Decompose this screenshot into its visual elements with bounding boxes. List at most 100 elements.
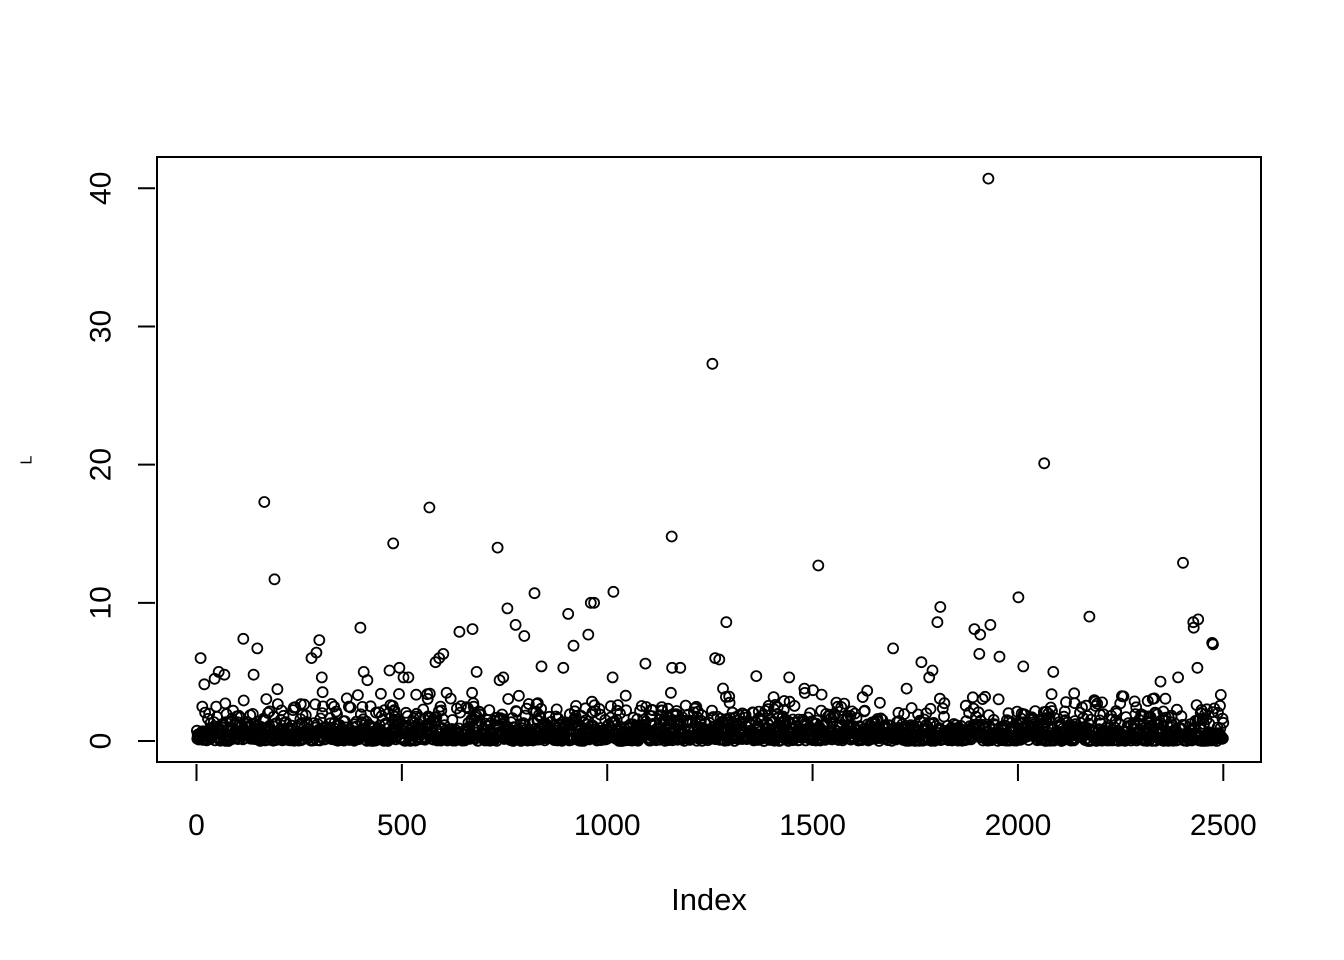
data-point (665, 530, 678, 543)
y-tick-label: 0 (85, 733, 118, 750)
data-point (251, 642, 264, 655)
data-point (584, 596, 597, 609)
data-point (455, 700, 467, 712)
data-point (470, 666, 483, 678)
data-point (788, 700, 801, 712)
data-point (331, 708, 343, 720)
data-point (354, 621, 367, 634)
data-point (931, 616, 944, 629)
data-point (421, 693, 434, 705)
data-point (798, 682, 811, 695)
data-point (1150, 707, 1162, 719)
data-point (861, 684, 874, 697)
data-point (1097, 708, 1110, 721)
data-point (739, 709, 752, 721)
data-point (1172, 671, 1184, 684)
data-point (1177, 556, 1189, 569)
data-point (247, 668, 260, 681)
data-point (905, 702, 918, 714)
data-point (567, 639, 580, 652)
data-point (835, 701, 848, 713)
data-point (582, 628, 595, 641)
data-point (393, 688, 405, 700)
data-point (309, 698, 322, 711)
data-point (665, 686, 677, 699)
data-point (778, 695, 791, 707)
data-point (423, 687, 436, 700)
data-point (351, 689, 364, 701)
data-point (1216, 712, 1229, 725)
data-point (444, 692, 457, 705)
data-point (1217, 732, 1229, 745)
data-point (798, 687, 811, 699)
data-point (298, 698, 311, 711)
data-point (674, 661, 687, 674)
data-point (968, 623, 981, 635)
data-point (593, 703, 606, 715)
x-tick-label: 2000 (985, 809, 1052, 842)
data-point (402, 671, 415, 684)
data-point (435, 704, 448, 717)
data-point (934, 601, 947, 613)
y-tick-label: 40 (85, 172, 118, 205)
y-axis-title: L (18, 455, 35, 464)
data-point (804, 707, 816, 719)
data-point (666, 661, 678, 674)
data-point (212, 666, 225, 678)
data-point (887, 642, 899, 655)
data-point (316, 686, 329, 699)
data-point (1083, 610, 1096, 623)
data-point (397, 671, 410, 684)
data-point (361, 674, 374, 687)
data-point (982, 172, 995, 185)
data-point (502, 693, 515, 705)
data-point (767, 691, 780, 703)
data-point (1201, 703, 1213, 716)
data-point (313, 634, 326, 646)
data-point (900, 682, 913, 695)
data-point (1012, 591, 1025, 604)
data-point (874, 696, 886, 709)
data-point (513, 689, 525, 702)
data-point (1047, 666, 1060, 678)
data-point (410, 688, 423, 701)
data-point (528, 587, 541, 600)
data-point (984, 619, 997, 631)
data-point (1091, 697, 1104, 710)
data-point (446, 714, 459, 726)
data-point (198, 678, 211, 691)
data-point (543, 710, 556, 723)
data-point (892, 706, 905, 719)
data-point (271, 698, 284, 710)
data-point (194, 652, 207, 664)
data-point (1017, 660, 1030, 673)
data-point (466, 623, 479, 635)
data-point (614, 707, 626, 720)
data-point (607, 585, 620, 598)
data-point (838, 697, 851, 710)
data-point (501, 602, 514, 615)
data-point (966, 691, 979, 704)
data-point (620, 704, 632, 717)
data-point (1081, 710, 1094, 722)
data-point (518, 630, 531, 642)
data-point (992, 693, 1005, 706)
data-point (437, 648, 450, 660)
data-point (258, 496, 271, 508)
data-point (374, 687, 387, 700)
data-point (639, 657, 652, 670)
data-point (1192, 613, 1205, 626)
data-point (1060, 696, 1072, 709)
data-point (268, 573, 281, 586)
data-point (959, 699, 972, 712)
y-tick-label: 20 (85, 448, 118, 481)
data-point (898, 708, 911, 720)
data-point (915, 656, 928, 669)
data-point (218, 668, 231, 681)
data-point (611, 704, 623, 717)
data-point (993, 650, 1006, 663)
data-point (619, 689, 632, 702)
data-point (310, 646, 323, 659)
data-point (750, 670, 763, 682)
